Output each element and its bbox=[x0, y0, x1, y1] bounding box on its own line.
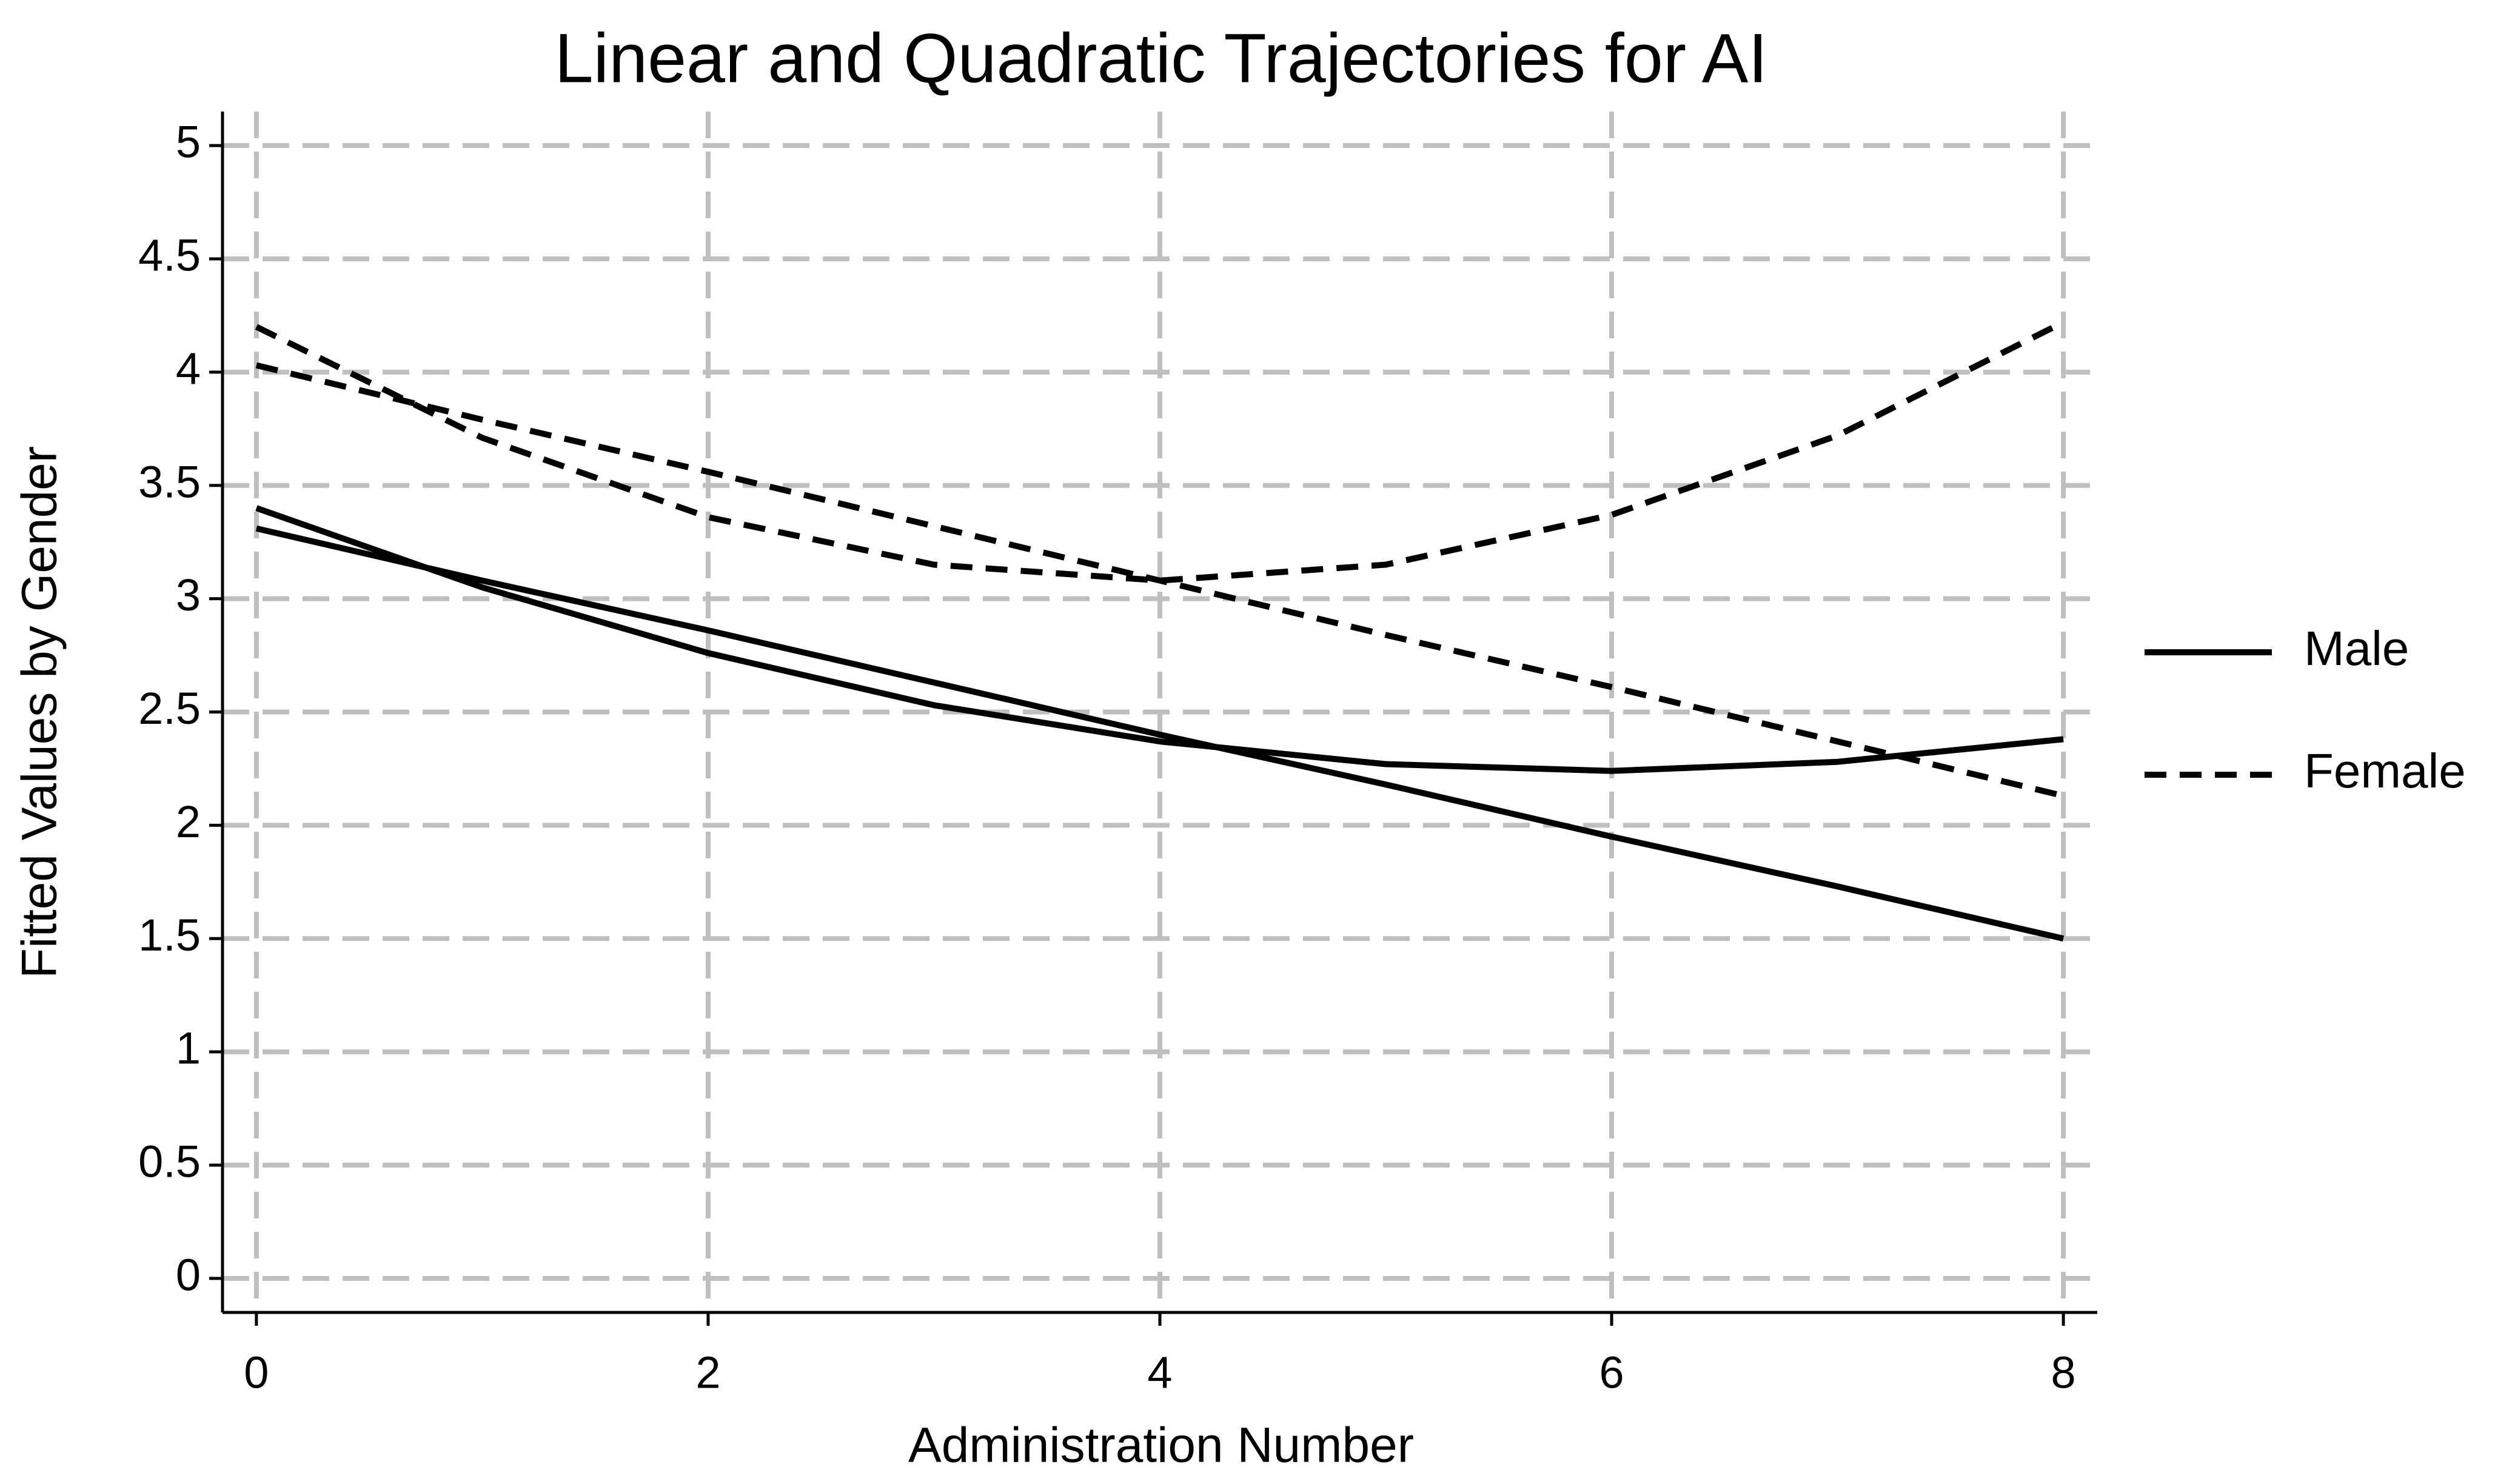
legend-label: Female bbox=[2304, 744, 2466, 798]
y-tick-label: 3.5 bbox=[138, 456, 201, 507]
series-line bbox=[255, 319, 2065, 584]
x-tick-label: 6 bbox=[1599, 1348, 1624, 1398]
x-tick-label: 8 bbox=[2051, 1348, 2076, 1398]
x-tick-label: 4 bbox=[1147, 1348, 1172, 1398]
y-tick-label: 2 bbox=[176, 797, 201, 847]
chart-title: Linear and Quadratic Trajectories for AI bbox=[555, 19, 1768, 97]
x-axis-label: Administration Number bbox=[908, 1418, 1414, 1473]
y-axis-label: Fitted Values by Gender bbox=[12, 446, 67, 978]
legend-label: Male bbox=[2304, 621, 2409, 675]
y-tick-label: 0 bbox=[176, 1249, 201, 1300]
series-line bbox=[255, 362, 2065, 799]
y-tick-label: 4.5 bbox=[138, 230, 201, 280]
y-tick-label: 1.5 bbox=[138, 910, 201, 960]
y-tick-label: 0.5 bbox=[138, 1137, 201, 1187]
series-line bbox=[255, 525, 2065, 942]
series-line bbox=[255, 505, 2064, 774]
x-tick-label: 2 bbox=[695, 1348, 720, 1398]
x-tick-label: 0 bbox=[244, 1348, 269, 1398]
y-tick-label: 3 bbox=[176, 570, 201, 620]
y-tick-label: 5 bbox=[176, 117, 201, 167]
y-tick-label: 4 bbox=[176, 343, 201, 393]
y-tick-label: 1 bbox=[176, 1023, 201, 1074]
y-tick-label: 2.5 bbox=[138, 683, 201, 734]
